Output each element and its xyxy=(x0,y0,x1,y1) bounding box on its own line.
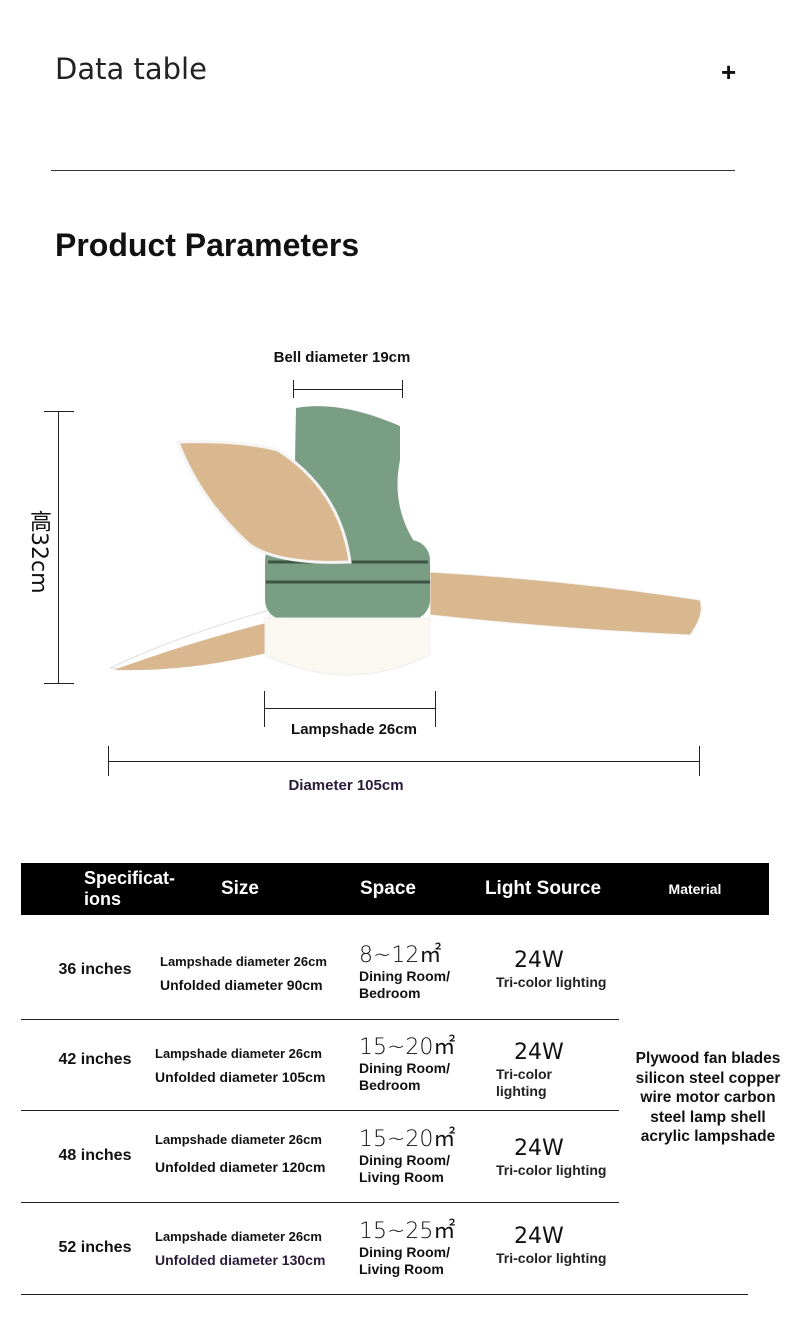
divider xyxy=(51,170,735,171)
lampshade-diameter: Lampshade diameter 26cm xyxy=(155,1229,322,1244)
wattage: 24W xyxy=(514,1224,564,1249)
size-cell: Lampshade diameter 26cm Unfolded diameter… xyxy=(155,1229,325,1268)
unfolded-diameter: Unfolded diameter 130cm xyxy=(155,1252,326,1268)
light-type: Tri-color lighting xyxy=(496,1162,607,1178)
table-bottom-border xyxy=(21,1294,748,1295)
light-cell: 24W Tri-color lighting xyxy=(496,1040,576,1100)
diameter-label: Diameter 105cm xyxy=(288,777,404,794)
dimension-tick xyxy=(293,380,294,398)
area: 15~20㎡ xyxy=(359,1035,456,1060)
lampshade-diameter: Lampshade diameter 26cm xyxy=(155,1046,322,1061)
dimension-tick xyxy=(44,411,74,412)
fan-blade xyxy=(175,440,352,564)
size-cell: Lampshade diameter 26cm Unfolded diameter… xyxy=(160,954,327,993)
spec-cell: 52 inches xyxy=(58,1239,132,1256)
section-title-data-table: Data table xyxy=(55,52,207,86)
spec-cell: 48 inches xyxy=(58,1147,132,1164)
light-type: Tri-color lighting xyxy=(496,1250,607,1266)
space-cell: 15~20㎡ Dining Room/ Bedroom xyxy=(359,1036,469,1094)
light-cell: 24W Tri-color lighting xyxy=(496,1224,606,1267)
fan-blade xyxy=(114,622,270,671)
light-type: Tri-color lighting xyxy=(496,974,607,990)
unfolded-diameter: Unfolded diameter 105cm xyxy=(155,1069,326,1085)
header-specifications: Specificat- ions xyxy=(84,868,176,909)
wattage: 24W xyxy=(514,1040,564,1065)
page-title: Product Parameters xyxy=(55,227,360,263)
plus-icon[interactable]: + xyxy=(721,57,737,87)
size-cell: Lampshade diameter 26cm Unfolded diameter… xyxy=(155,1132,325,1175)
lampshade-dimension-line xyxy=(264,708,436,709)
header-material: Material xyxy=(668,881,722,897)
height-dimension-line xyxy=(58,411,59,684)
dimension-tick xyxy=(699,746,700,776)
room: Dining Room/ Living Room xyxy=(359,1244,450,1277)
lampshade-label: Lampshade 26cm xyxy=(291,721,417,738)
light-cell: 24W Tri-color lighting xyxy=(496,948,606,991)
space-cell: 15~25㎡ Dining Room/ Living Room xyxy=(359,1220,469,1278)
row-divider xyxy=(21,1019,619,1020)
fan-blade xyxy=(429,571,702,636)
area: 8~12㎡ xyxy=(359,943,442,968)
wattage: 24W xyxy=(514,948,564,973)
size-cell: Lampshade diameter 26cm Unfolded diameter… xyxy=(155,1046,325,1085)
diameter-dimension-line xyxy=(108,761,700,762)
bell-diameter-label: Bell diameter 19cm xyxy=(273,349,411,366)
header-light-source: Light Source xyxy=(484,878,602,899)
dimension-tick xyxy=(264,691,265,727)
room: Dining Room/ Bedroom xyxy=(359,1060,450,1093)
space-cell: 8~12㎡ Dining Room/ Bedroom xyxy=(359,944,469,1002)
row-divider xyxy=(21,1110,619,1111)
light-cell: 24W Tri-color lighting xyxy=(496,1136,606,1179)
dimension-tick xyxy=(44,683,74,684)
light-type: Tri-color lighting xyxy=(496,1066,553,1099)
header-size: Size xyxy=(220,878,260,899)
room: Dining Room/ Living Room xyxy=(359,1152,450,1185)
room: Dining Room/ Bedroom xyxy=(359,968,450,1001)
lampshade xyxy=(264,617,431,676)
spec-cell: 42 inches xyxy=(58,1051,132,1068)
ceiling-fan-image xyxy=(109,406,702,676)
dimension-tick xyxy=(402,380,403,398)
area: 15~20㎡ xyxy=(359,1127,456,1152)
table-header: Specificat- ions Size Space Light Source… xyxy=(21,863,769,915)
row-divider xyxy=(21,1202,619,1203)
wattage: 24W xyxy=(514,1136,564,1161)
area: 15~25㎡ xyxy=(359,1219,456,1244)
lampshade-diameter: Lampshade diameter 26cm xyxy=(160,954,327,969)
height-label: 高32cm xyxy=(26,510,51,594)
header-space: Space xyxy=(360,878,416,899)
bell-dimension-line xyxy=(293,389,403,390)
dimension-tick xyxy=(435,691,436,727)
spec-cell: 36 inches xyxy=(58,961,132,978)
material-cell: Plywood fan blades silicon steel copper … xyxy=(635,1050,781,1145)
space-cell: 15~20㎡ Dining Room/ Living Room xyxy=(359,1128,469,1186)
unfolded-diameter: Unfolded diameter 90cm xyxy=(160,977,323,993)
lampshade-diameter: Lampshade diameter 26cm xyxy=(155,1132,322,1147)
unfolded-diameter: Unfolded diameter 120cm xyxy=(155,1159,326,1175)
